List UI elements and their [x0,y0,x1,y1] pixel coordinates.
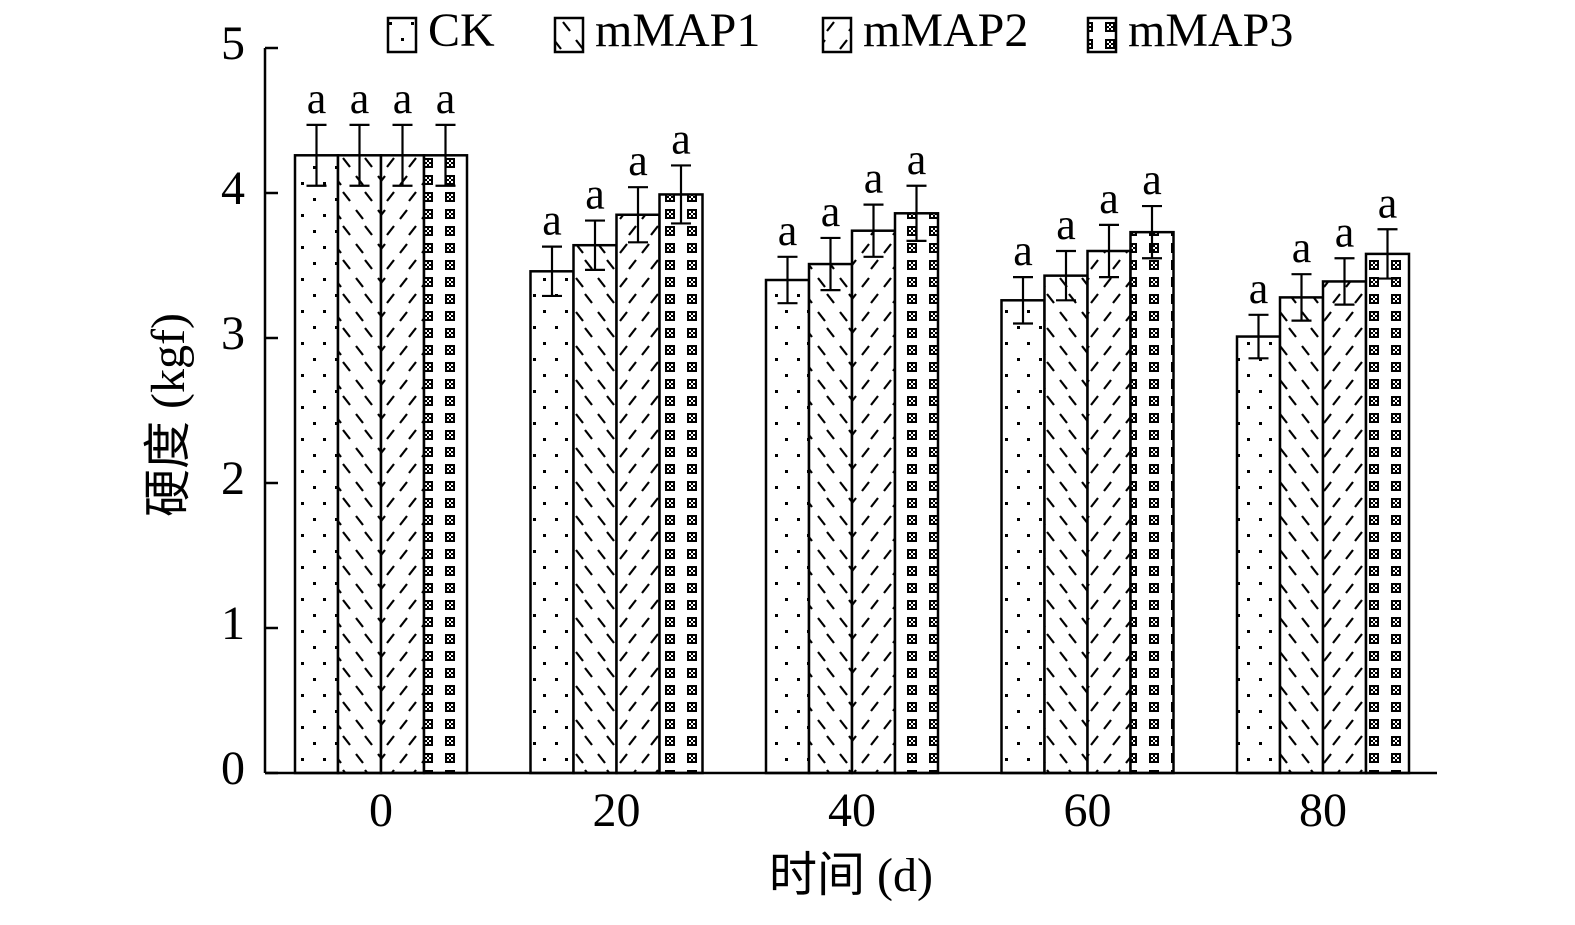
sig-label-mMAP2-0: a [393,74,413,123]
sig-label-mMAP2-80: a [1335,207,1355,256]
legend-label-mMAP1: mMAP1 [595,4,760,57]
sig-label-mMAP1-80: a [1292,223,1312,272]
sig-label-mMAP3-0: a [436,74,456,123]
bar-mMAP2-20 [615,213,661,775]
bar-CK-80 [1235,335,1282,775]
legend-label-mMAP2: mMAP2 [863,4,1028,57]
bar-mMAP2-0 [379,154,426,775]
y-axis-title: 硬度 (kgf) [142,313,195,517]
sig-label-CK-80: a [1249,264,1269,313]
sig-label-CK-20: a [542,196,562,245]
bar-mMAP3-40 [893,212,940,775]
legend-label-CK: CK [428,4,495,57]
sig-label-mMAP3-40: a [907,135,927,184]
y-tick-label: 4 [221,162,245,215]
x-ticks: 0 20 40 60 80 [369,784,1347,837]
bar-mMAP1-0 [336,154,383,775]
x-axis-title: 时间 (d) [769,849,933,902]
y-tick-label: 5 [221,17,245,70]
bar-mMAP3-60 [1129,230,1175,775]
legend-swatch-mMAP3 [1086,16,1118,54]
sig-label-mMAP2-60: a [1099,174,1119,223]
sig-label-mMAP1-0: a [350,74,370,123]
sig-label-mMAP1-20: a [585,170,605,219]
sig-label-mMAP2-20: a [628,136,648,185]
y-ticks: 0 1 2 3 4 5 [221,17,278,795]
legend: CK mMAP1 mMAP2 mMAP3 [386,4,1293,57]
sig-label-mMAP3-20: a [671,114,691,163]
bars-layer [293,154,1411,775]
x-tick-label-80: 80 [1299,784,1347,837]
bar-mMAP2-80 [1321,280,1368,775]
bar-mMAP1-80 [1278,296,1325,775]
y-tick-label: 2 [221,452,245,505]
bar-CK-40 [764,278,811,775]
y-tick-label: 3 [221,307,245,360]
bar-mMAP1-60 [1043,274,1089,775]
x-tick-label-0: 0 [369,784,393,837]
axes [263,48,1437,775]
legend-swatch-CK [386,16,418,54]
sig-label-CK-40: a [778,206,798,255]
x-tick-label-20: 20 [593,784,641,837]
bar-mMAP3-0 [422,154,469,775]
bar-mMAP3-80 [1364,252,1411,775]
bar-mMAP1-20 [572,243,618,775]
bar-CK-20 [529,270,575,775]
sig-label-CK-0: a [307,74,327,123]
y-tick-label: 0 [221,742,245,795]
legend-label-mMAP3: mMAP3 [1128,4,1293,57]
x-tick-label-60: 60 [1064,784,1112,837]
sig-label-CK-60: a [1013,226,1033,275]
bar-CK-60 [1000,299,1046,775]
bar-mMAP2-40 [850,229,897,775]
x-tick-label-40: 40 [828,784,876,837]
bar-mMAP1-40 [807,262,854,775]
errorbars-layer [306,123,1398,360]
legend-swatch-mMAP1 [553,16,585,54]
sig-label-mMAP3-80: a [1378,178,1398,227]
bar-CK-0 [293,154,340,775]
legend-swatch-mMAP2 [821,16,853,54]
bar-mMAP2-60 [1086,249,1132,775]
y-tick-label: 1 [221,597,245,650]
sig-label-mMAP2-40: a [864,154,884,203]
bar-mMAP3-20 [658,193,704,775]
sig-label-mMAP1-40: a [821,187,841,236]
sig-label-mMAP3-60: a [1142,155,1162,204]
sig-label-mMAP1-60: a [1056,200,1076,249]
